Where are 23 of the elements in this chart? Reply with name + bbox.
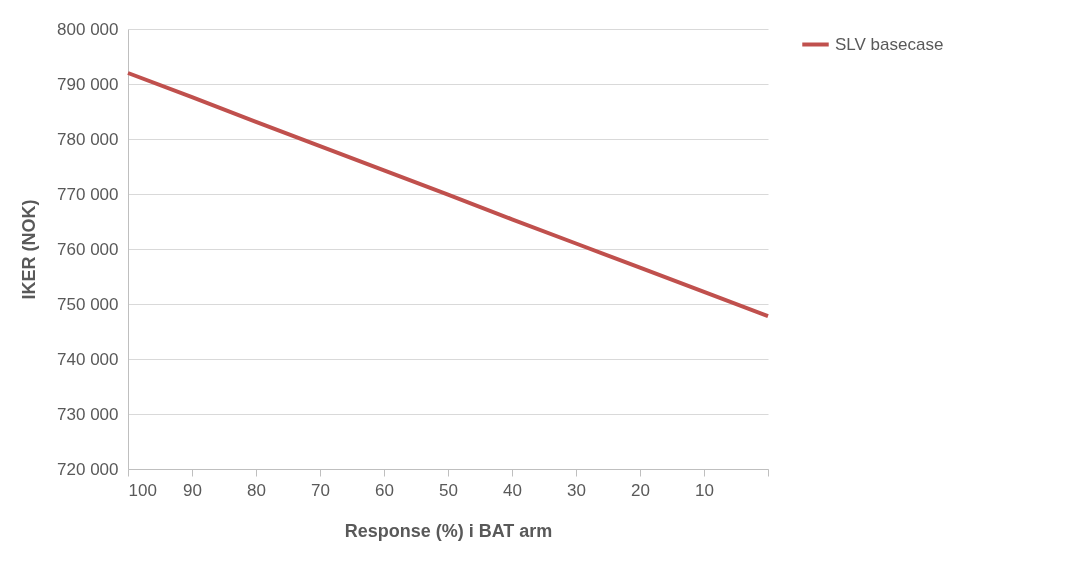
x-tick-label: 60: [375, 480, 394, 500]
x-tick-label: 50: [439, 480, 458, 500]
y-tick-label: 750 000: [57, 294, 119, 314]
legend-label: SLV basecase: [835, 34, 944, 54]
y-tick-label: 770 000: [57, 184, 119, 204]
x-tick-label: 80: [247, 480, 266, 500]
x-tick-label: 40: [503, 480, 522, 500]
x-tick-label: 10: [695, 480, 714, 500]
y-tick-label: 730 000: [57, 404, 119, 424]
x-tick-label: 20: [631, 480, 650, 500]
y-tick-label: 740 000: [57, 349, 119, 369]
y-axis-title: IKER (NOK): [19, 199, 40, 300]
x-tick-label: 100: [128, 480, 157, 500]
y-tick-label: 760 000: [57, 239, 119, 259]
y-tick-label: 790 000: [57, 74, 119, 94]
x-tick-label: 30: [567, 480, 586, 500]
x-tick-label: 90: [183, 480, 202, 500]
y-tick-label: 720 000: [57, 459, 119, 479]
line-series: [126, 71, 770, 319]
x-axis-title: Response (%) i BAT arm: [344, 520, 553, 541]
x-tick-label: 70: [311, 480, 330, 500]
y-tick-label: 800 000: [57, 19, 119, 39]
y-tick-label: 780 000: [57, 129, 119, 149]
